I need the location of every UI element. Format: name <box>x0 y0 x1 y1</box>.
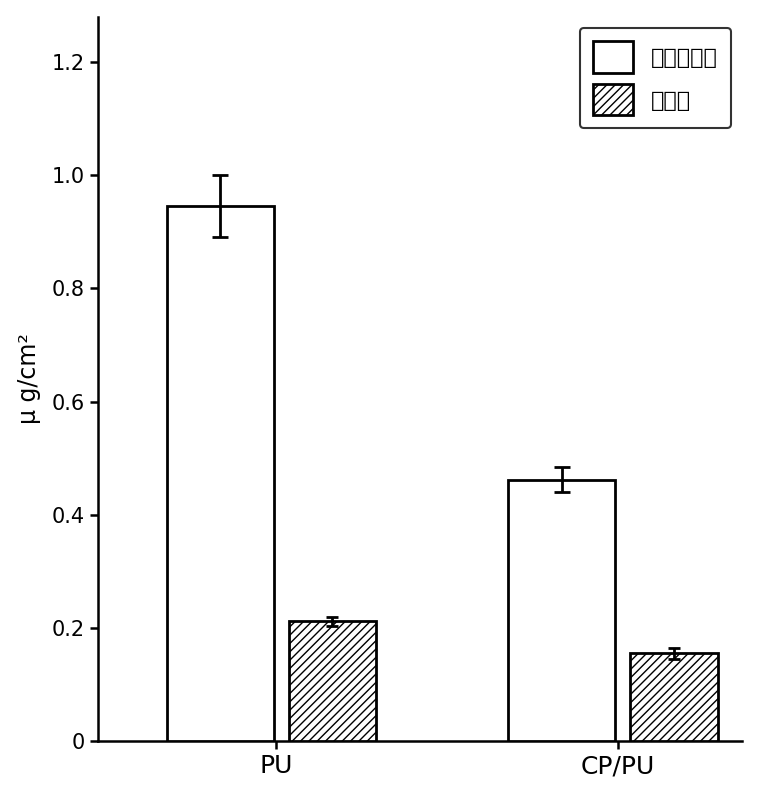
Bar <box>630 653 718 741</box>
Bar <box>508 479 616 741</box>
Bar <box>288 621 376 741</box>
Bar <box>166 206 274 741</box>
Legend: 纤维蛋白原, 白蛋白: 纤维蛋白原, 白蛋白 <box>580 28 731 129</box>
Y-axis label: μ g/cm²: μ g/cm² <box>17 333 41 425</box>
